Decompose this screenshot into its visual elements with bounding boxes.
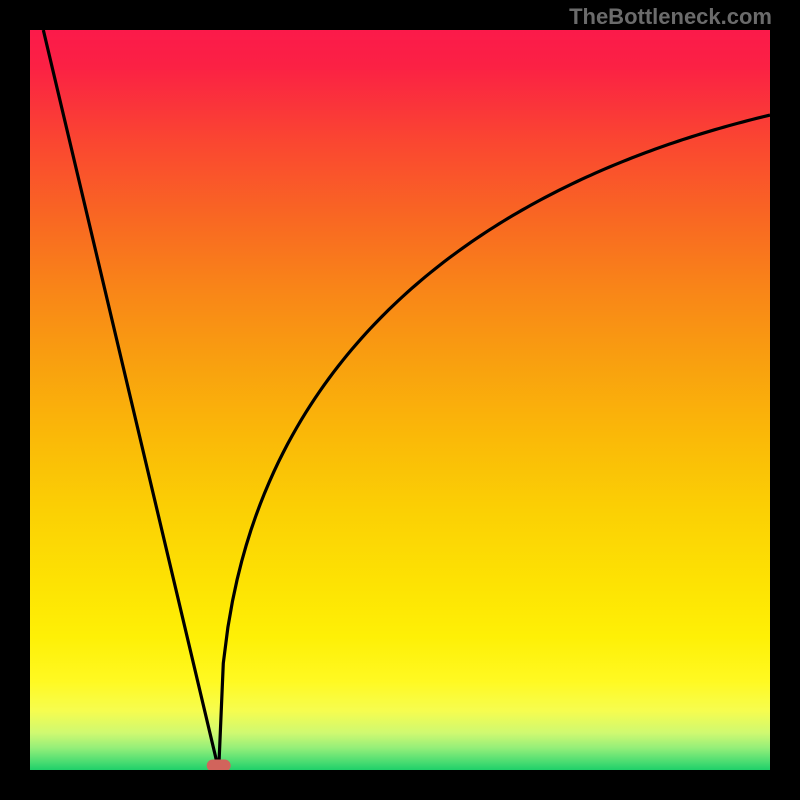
gradient-background [30, 30, 770, 770]
optimal-point-marker [207, 760, 231, 770]
watermark-text: TheBottleneck.com [569, 4, 772, 30]
bottleneck-chart [30, 30, 770, 770]
chart-frame [30, 30, 770, 770]
